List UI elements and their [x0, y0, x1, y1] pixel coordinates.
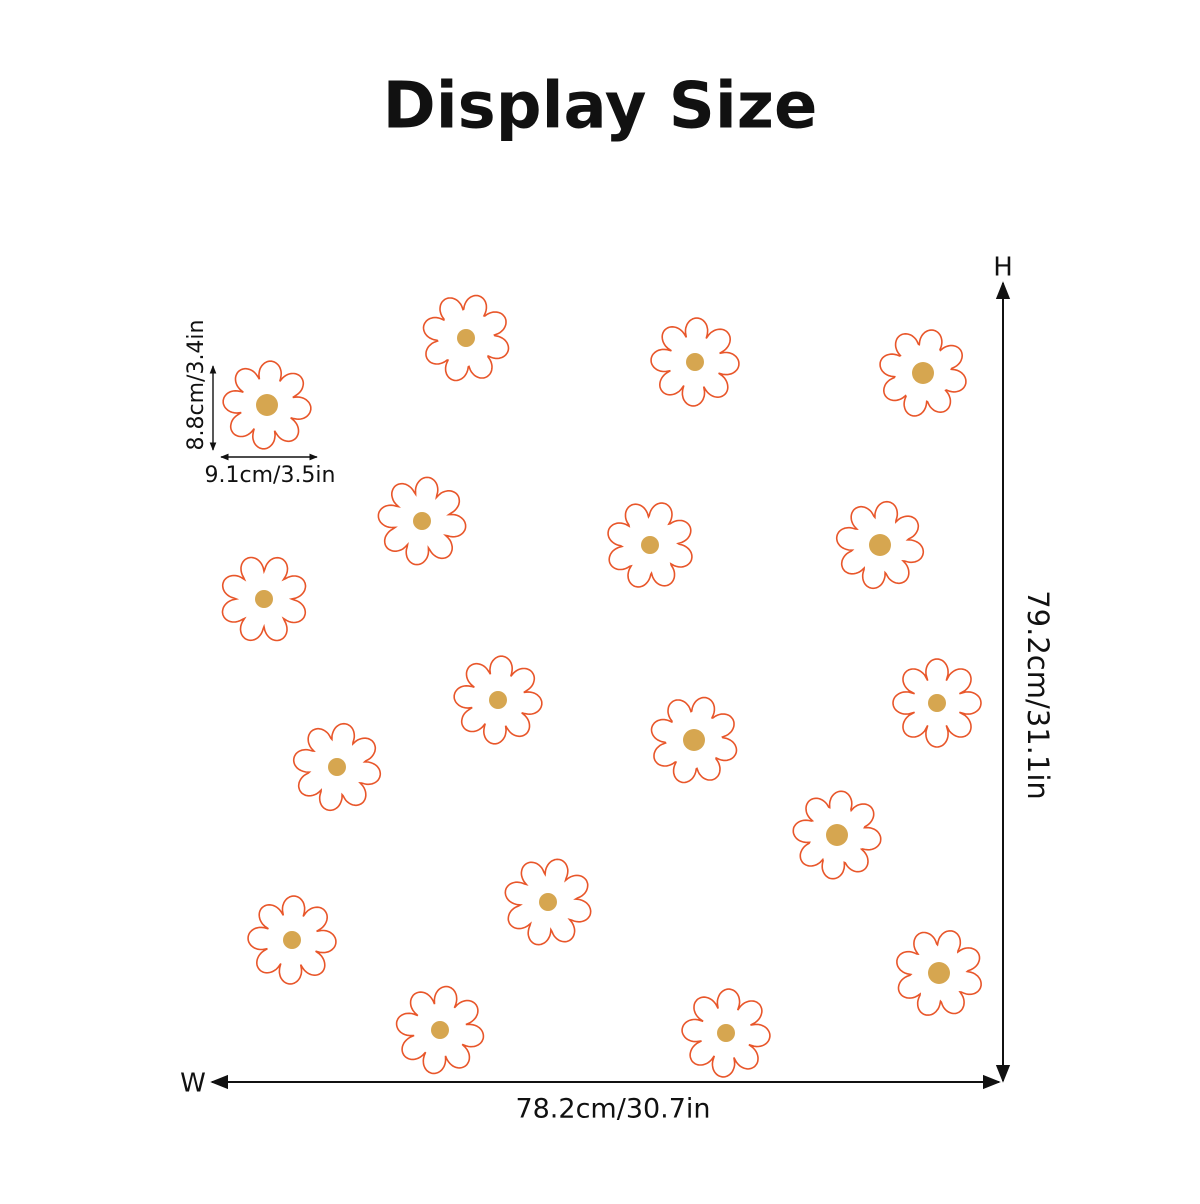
flower-group: [221, 294, 982, 1078]
flower-center: [928, 962, 950, 984]
flower-center: [683, 729, 705, 751]
flower-center: [869, 534, 891, 556]
flower-center: [641, 536, 659, 554]
total-width: 78.2cm/30.7in: [515, 1094, 710, 1125]
flower-center: [928, 694, 946, 712]
flower-center: [539, 893, 557, 911]
flower-center: [255, 590, 273, 608]
flower-center: [457, 329, 475, 347]
flower-center: [283, 931, 301, 949]
title: Display Size: [383, 70, 818, 144]
height-label: H: [993, 253, 1013, 283]
width-label: W: [180, 1069, 206, 1099]
flower-center: [489, 691, 507, 709]
flower-center: [826, 824, 848, 846]
item-width: 9.1cm/3.5in: [205, 463, 336, 488]
item-height: 8.8cm/3.4in: [184, 320, 209, 451]
flower-center: [912, 362, 934, 384]
total-height: 79.2cm/31.1in: [1021, 590, 1055, 800]
flower-center: [328, 758, 346, 776]
flower-center: [413, 512, 431, 530]
flower-center: [686, 353, 704, 371]
flower-center: [256, 394, 278, 416]
flower-center: [431, 1021, 449, 1039]
flower-center: [717, 1024, 735, 1042]
